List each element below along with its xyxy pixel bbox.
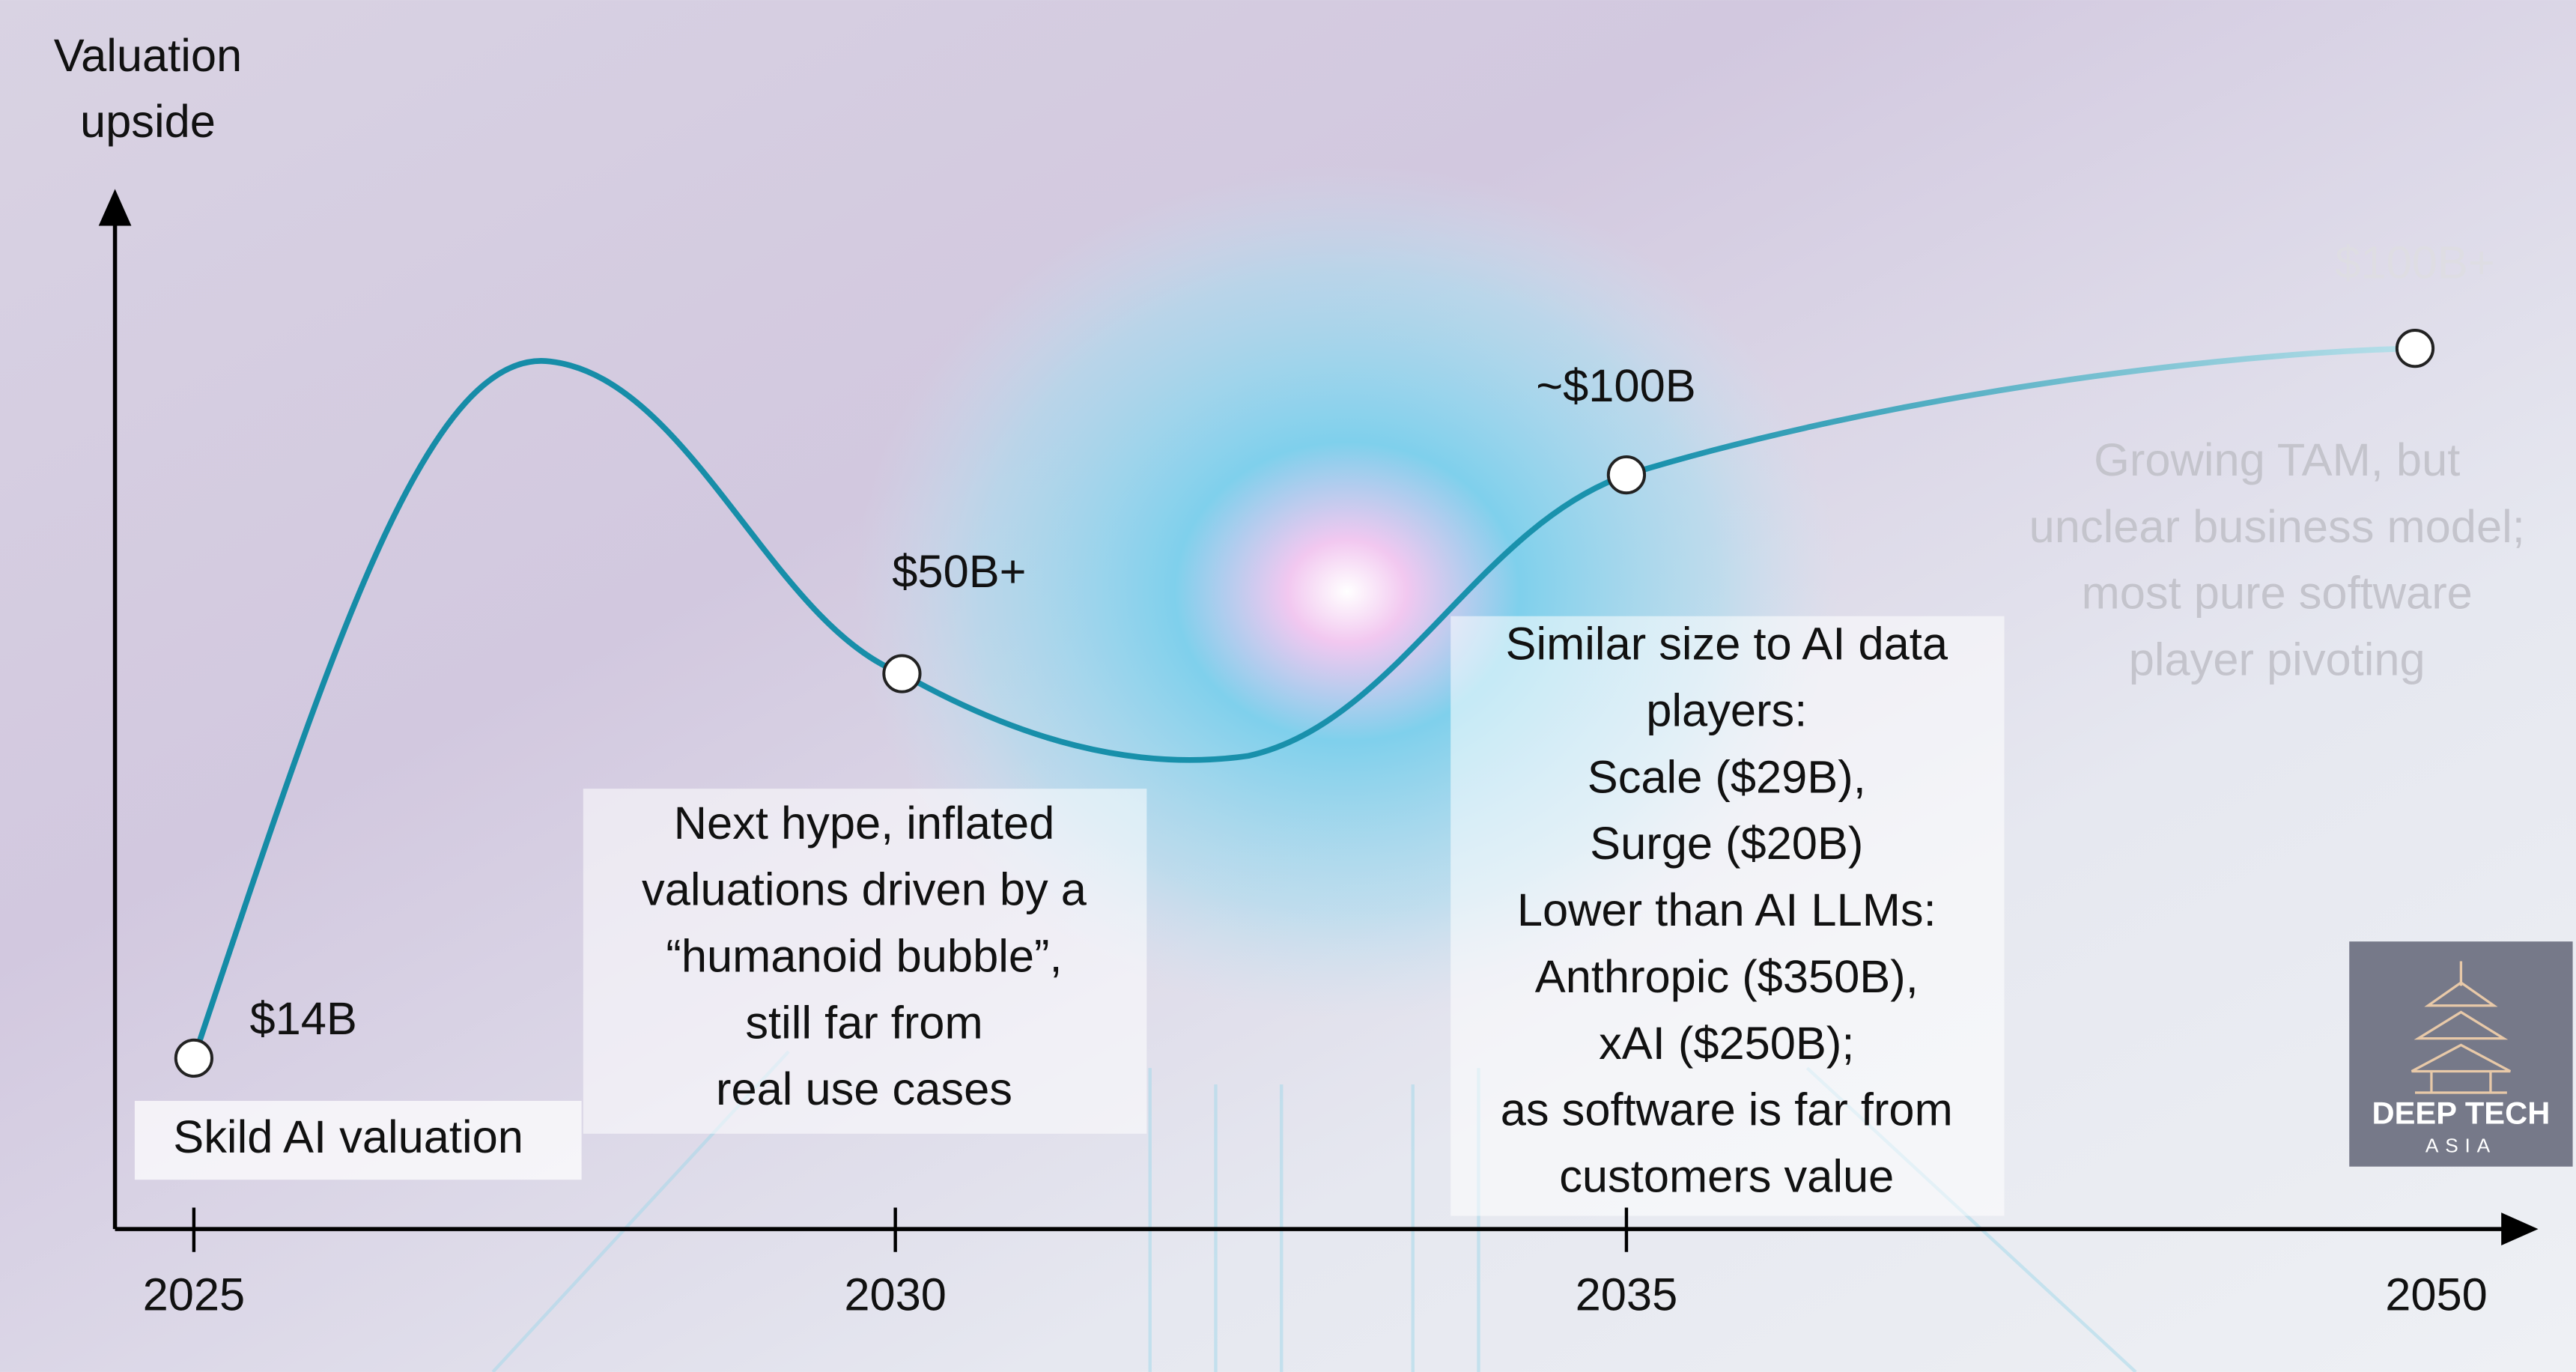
ticks: [192, 1207, 1629, 1252]
note-line: most pure software: [2082, 568, 2473, 619]
note-line: as software is far from: [1501, 1084, 1953, 1136]
note-line: Lower than AI LLMs:: [1517, 884, 1936, 936]
note-line: Scale ($29B),: [1588, 751, 1866, 803]
year-label: 2035: [1576, 1269, 1678, 1320]
logo-icon: [2411, 961, 2512, 1094]
value-label: $14B: [249, 993, 356, 1045]
logo-text: ASIA: [2425, 1134, 2497, 1156]
note-line: Skild AI valuation: [173, 1111, 523, 1163]
note-box: [134, 1100, 582, 1180]
logo-text: DEEP TECH: [2372, 1096, 2551, 1131]
note-line: player pivoting: [2129, 634, 2425, 686]
note-line: players:: [1646, 685, 1807, 737]
value-label: $50B+: [892, 546, 1026, 598]
note-line: unclear business model;: [2029, 501, 2525, 553]
year-label: 2030: [844, 1269, 947, 1320]
note-line: customers value: [1559, 1150, 1894, 1202]
value-label: $100B+: [2335, 237, 2494, 289]
note-line: Next hype, inflated: [674, 798, 1055, 849]
axis-label: Valuation: [54, 30, 243, 82]
note-line: Anthropic ($350B),: [1535, 951, 1919, 1003]
note-box: [1450, 616, 2005, 1216]
note-line: valuations driven by a: [642, 864, 1087, 916]
note-line: Growing TAM, but: [2094, 434, 2460, 486]
note-line: Surge ($20B): [1590, 818, 1863, 869]
value-label: ~$100B: [1536, 360, 1695, 412]
note-line: xAI ($250B);: [1599, 1018, 1854, 1069]
note-box: [583, 789, 1147, 1134]
year-label: 2025: [143, 1269, 246, 1320]
note-line: real use cases: [716, 1063, 1012, 1115]
note-line: “humanoid bubble”,: [666, 930, 1062, 982]
notes: Next hype, inflated valuations driven by …: [642, 434, 2525, 1203]
year-label: 2050: [2385, 1269, 2488, 1320]
note-line: still far from: [745, 997, 982, 1048]
note-line: Similar size to AI data: [1506, 619, 1948, 670]
axis-label: upside: [80, 96, 216, 148]
valuation-curve: [191, 345, 2416, 1060]
points: [174, 329, 2435, 1078]
